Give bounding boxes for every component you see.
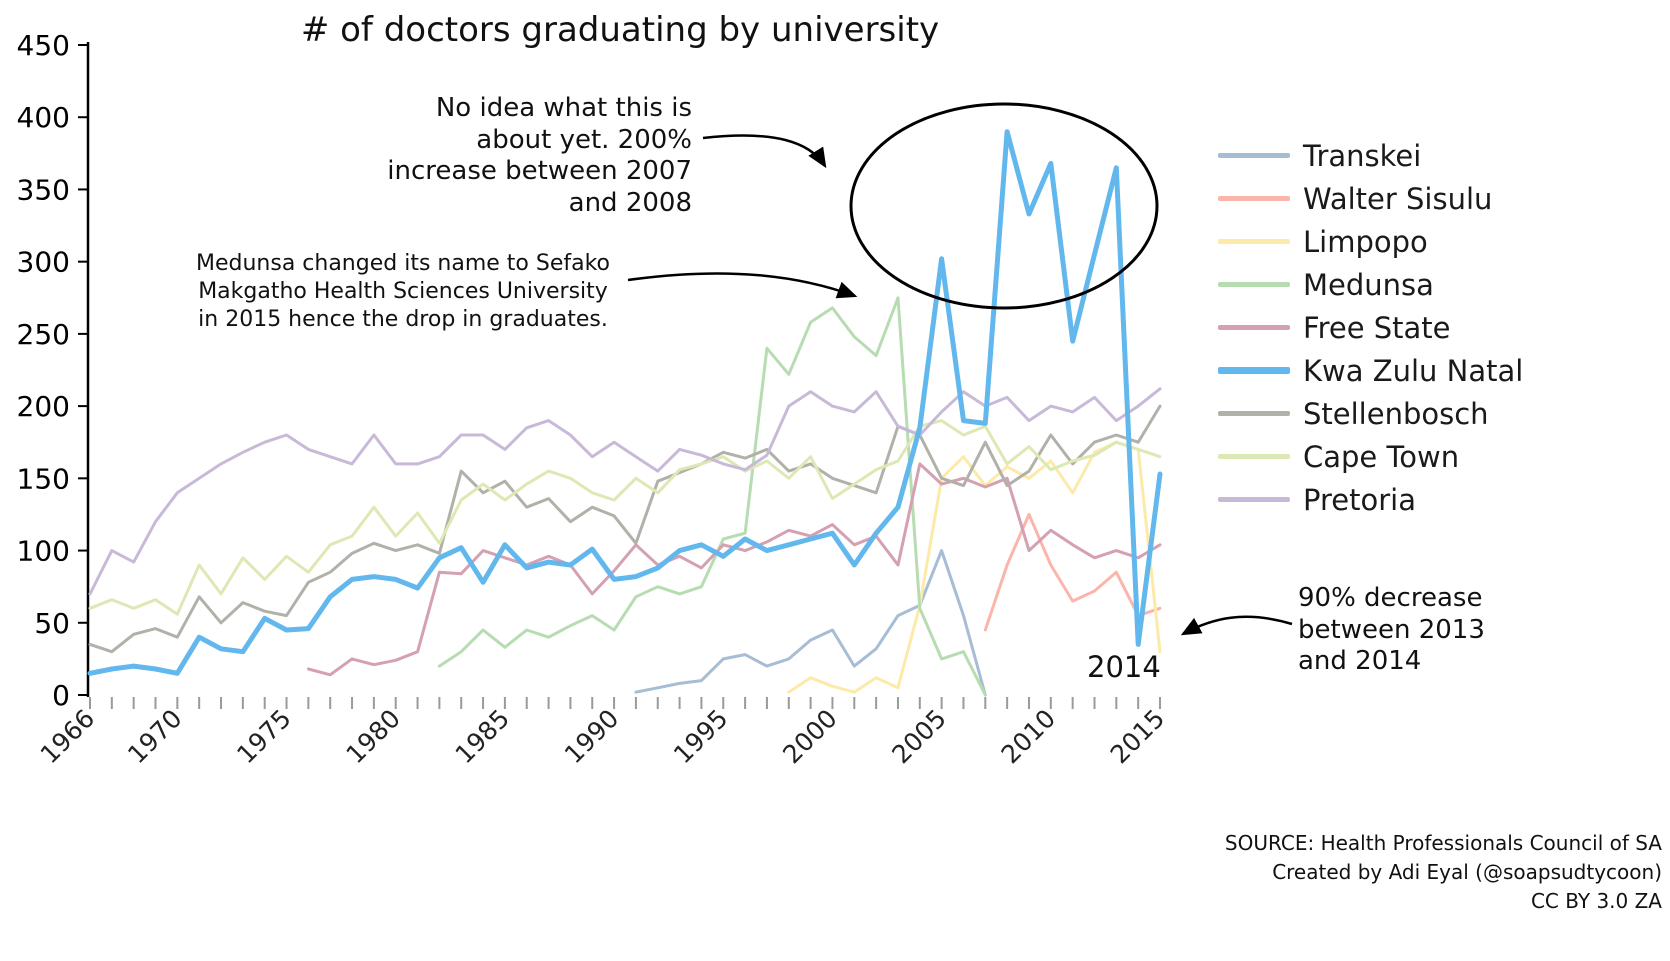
legend-label: Walter Sisulu [1303, 181, 1493, 216]
y-tick-label: 250 [17, 318, 70, 351]
legend-swatch-icon [1218, 196, 1290, 201]
arrow-to-medunsa-peak-icon [627, 272, 858, 299]
legend-item-transkei: Transkei [1218, 134, 1523, 177]
legend-item-walter-sisulu: Walter Sisulu [1218, 177, 1523, 220]
y-tick-label: 350 [17, 173, 70, 206]
legend-swatch-icon [1218, 325, 1290, 330]
x-tick-label: 1990 [559, 704, 624, 769]
legend-label: Cape Town [1303, 439, 1460, 474]
legend-swatch-icon [1218, 497, 1290, 502]
legend-swatch-icon [1218, 454, 1290, 459]
legend-item-limpopo: Limpopo [1218, 220, 1523, 263]
legend-label: Transkei [1303, 138, 1422, 173]
arrow-to-ellipse-icon [702, 134, 827, 169]
arrow-to-2014-drop-icon [1180, 615, 1293, 636]
series-transkei [634, 549, 987, 697]
legend-item-pretoria: Pretoria [1218, 478, 1523, 521]
highlight-ellipse [849, 102, 1159, 310]
source-line: Created by Adi Eyal (@soapsudtycoon) [1272, 860, 1662, 884]
x-tick-label: 2010 [996, 704, 1061, 769]
legend-item-medunsa: Medunsa [1218, 263, 1523, 306]
legend-swatch-icon [1218, 411, 1290, 416]
y-tick-label: 0 [52, 679, 70, 712]
legend-swatch-icon [1218, 153, 1290, 158]
chart-title: # of doctors graduating by university [300, 10, 940, 50]
x-tick-label: 1975 [231, 704, 296, 769]
x-tick-label: 1995 [668, 704, 733, 769]
x-tick-label: 1985 [450, 704, 515, 769]
annotation-90pct-decrease: 90% decrease between 2013 and 2014 [1298, 583, 1485, 677]
series-pretoria [88, 387, 1162, 596]
y-tick-label: 200 [17, 390, 70, 423]
legend-item-kwa-zulu-natal: Kwa Zulu Natal [1218, 349, 1523, 392]
legend-label: Kwa Zulu Natal [1303, 353, 1524, 388]
x-tick-label: 2005 [886, 704, 951, 769]
legend-swatch-icon [1218, 282, 1290, 287]
series-cape-town [88, 419, 1162, 616]
source-line: SOURCE: Health Professionals Council of … [1224, 831, 1662, 855]
y-tick-label: 50 [34, 607, 70, 640]
legend-label: Limpopo [1303, 224, 1428, 259]
legend-label: Medunsa [1303, 267, 1434, 302]
source-credit: SOURCE: Health Professionals Council of … [1225, 829, 1662, 916]
annotation-medunsa-rename: Medunsa changed its name to Sefako Makga… [195, 251, 611, 333]
x-tick-label: 1966 [35, 704, 100, 769]
series-walter-sisulu [983, 512, 1162, 632]
legend-swatch-icon [1218, 239, 1290, 244]
x-tick-label: 1980 [340, 704, 405, 769]
legend-swatch-icon [1218, 367, 1290, 374]
y-tick-label: 400 [17, 101, 70, 134]
source-line: CC BY 3.0 ZA [1530, 889, 1662, 913]
series-stellenbosch [88, 404, 1162, 654]
legend-item-cape-town: Cape Town [1218, 435, 1523, 478]
annotation-kzn-spike: No idea what this is about yet. 200% inc… [387, 93, 692, 219]
legend-item-free-state: Free State [1218, 306, 1523, 349]
legend-label: Stellenbosch [1303, 396, 1489, 431]
x-tick-label: 2015 [1105, 704, 1170, 769]
series-limpopo [787, 440, 1162, 694]
y-tick-label: 150 [17, 462, 70, 495]
y-tick-label: 100 [17, 535, 70, 568]
legend: Transkei Walter Sisulu Limpopo Medunsa Free … [1218, 134, 1523, 521]
x-tick-label: 1970 [122, 704, 187, 769]
y-tick-label: 300 [17, 246, 70, 279]
annotation-year-2014-label: 2014 [1087, 650, 1161, 684]
legend-label: Free State [1303, 310, 1451, 345]
series-medunsa [437, 296, 987, 697]
x-tick-label: 2000 [777, 704, 842, 769]
y-tick-label: 450 [17, 29, 70, 62]
legend-label: Pretoria [1303, 482, 1416, 517]
series-kwa-zulu-natal [87, 129, 1163, 676]
series-free-state [306, 462, 1162, 677]
legend-item-stellenbosch: Stellenbosch [1218, 392, 1523, 435]
annotation-shapes [627, 102, 1293, 636]
